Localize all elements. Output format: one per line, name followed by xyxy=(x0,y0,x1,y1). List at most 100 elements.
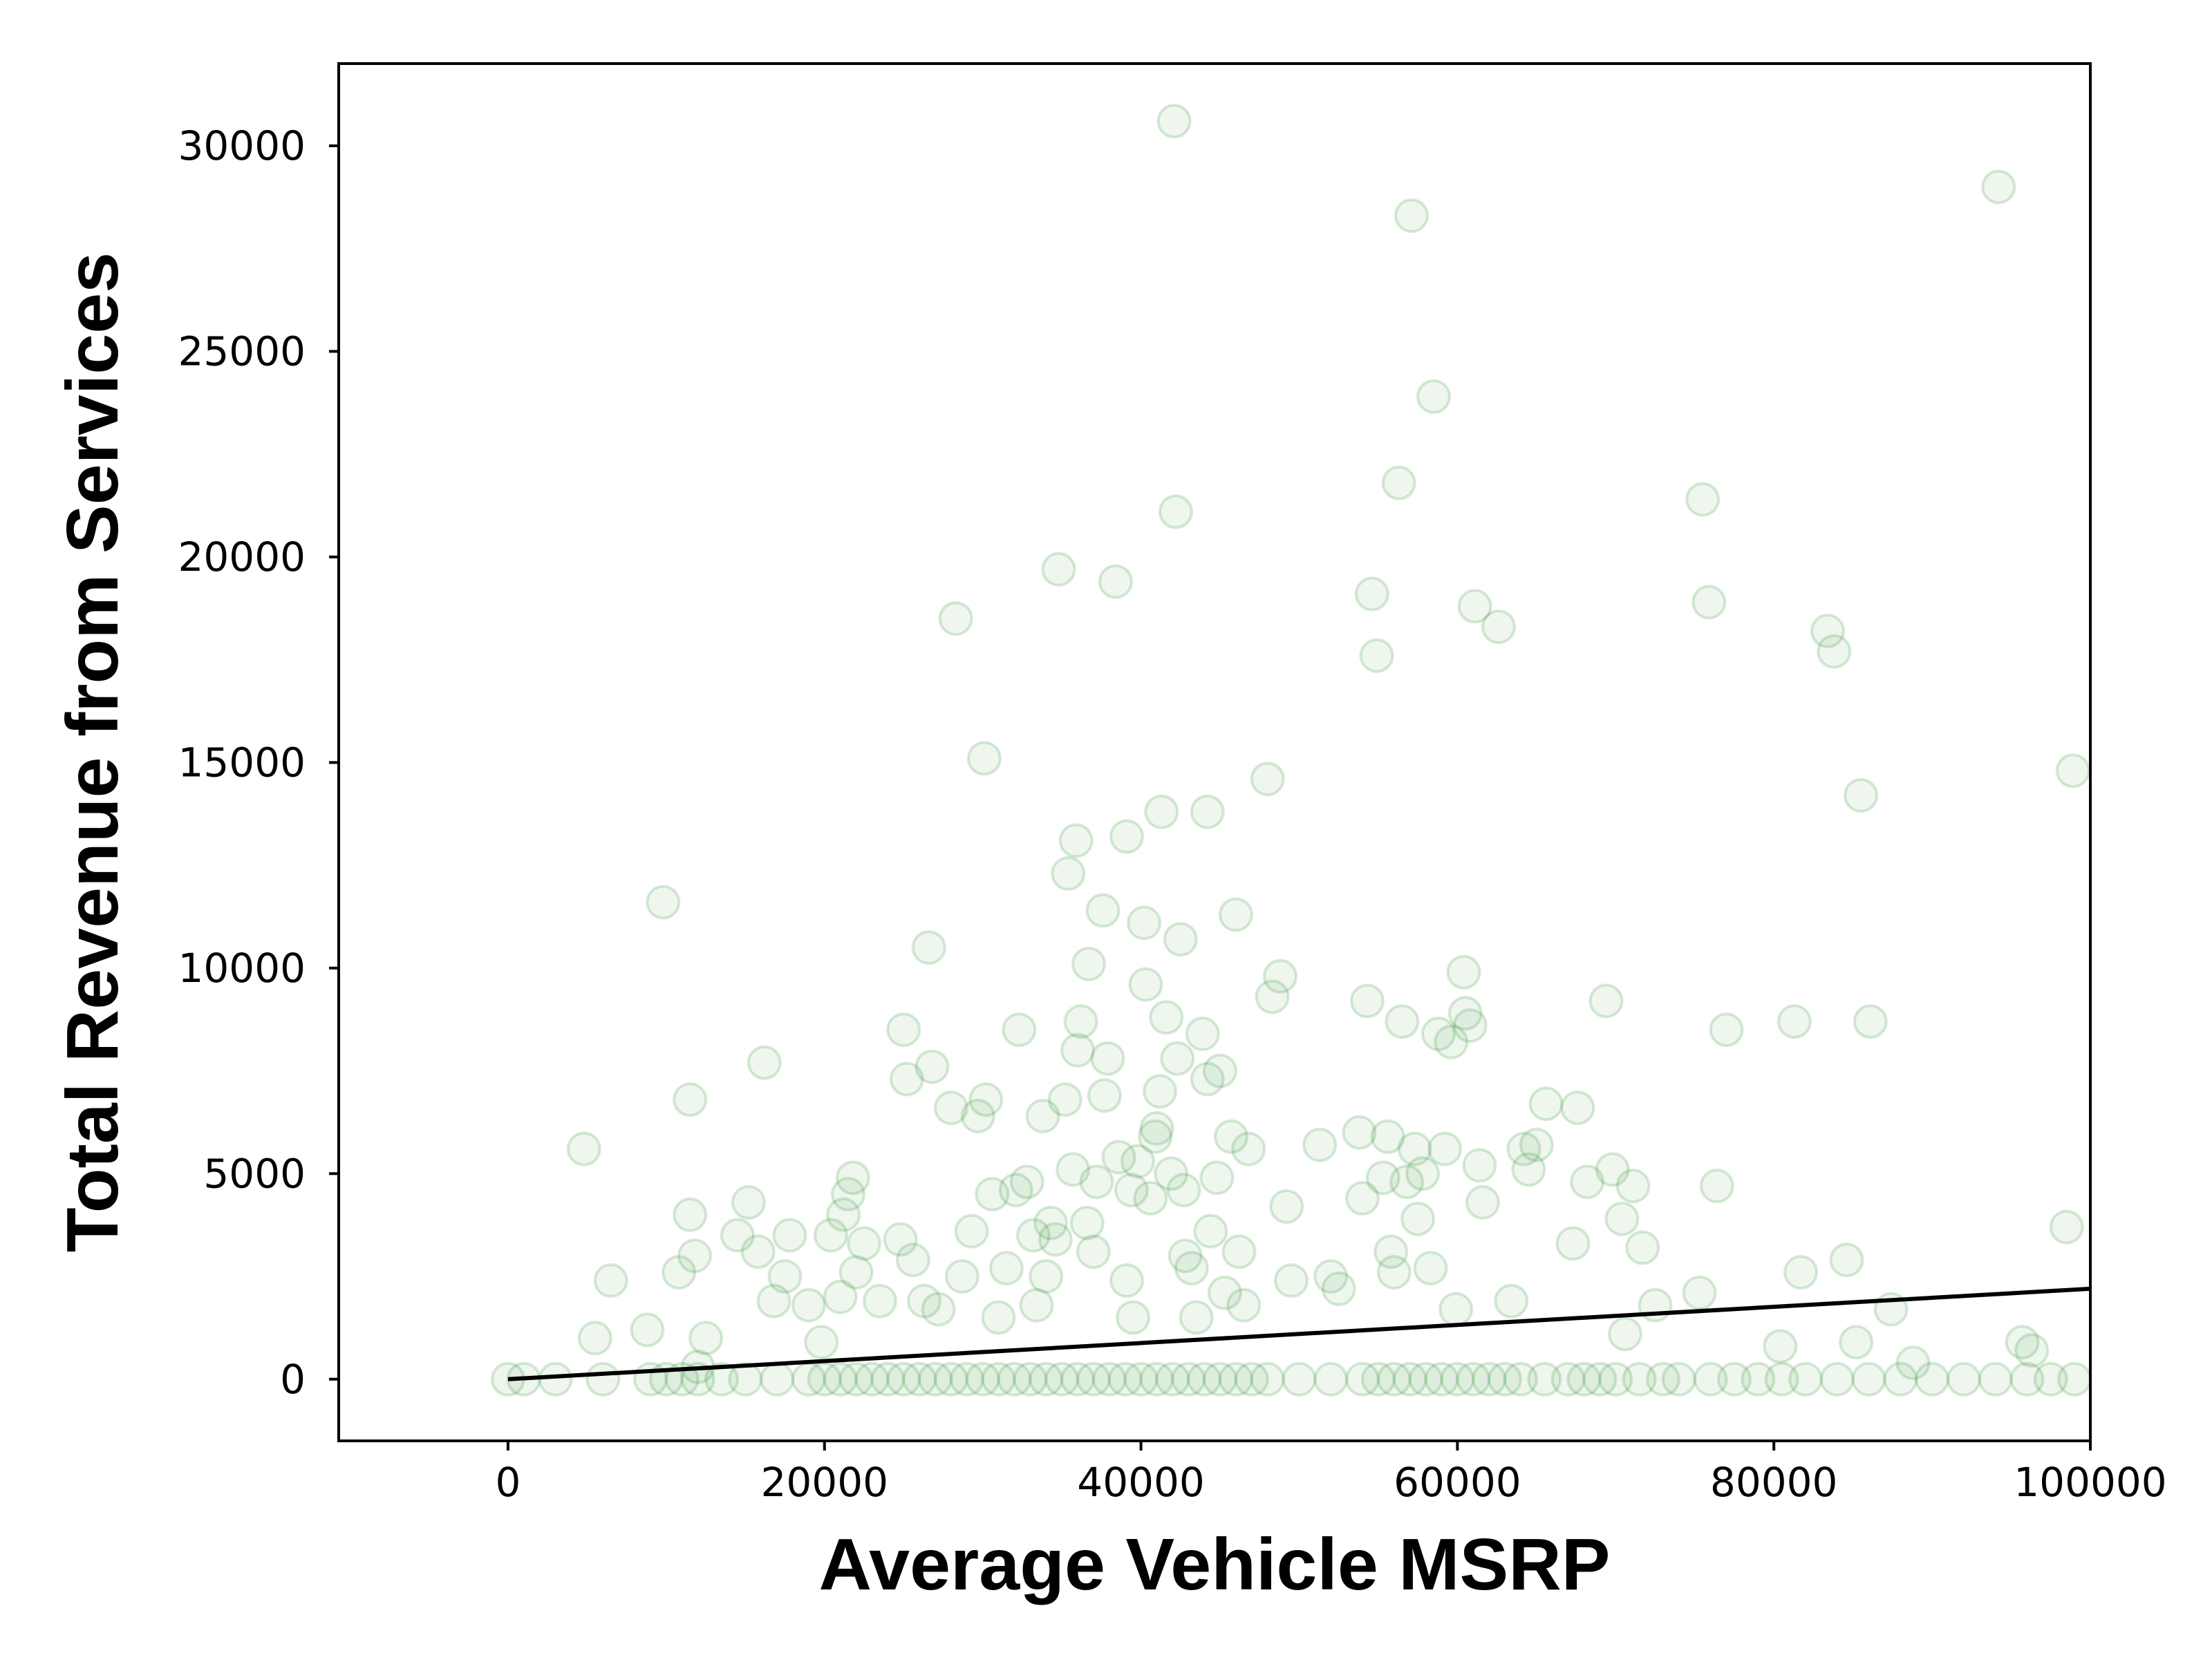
data-point xyxy=(1457,589,1492,624)
data-point xyxy=(728,1361,763,1397)
data-point xyxy=(1085,893,1121,928)
data-point xyxy=(1071,946,1106,981)
data-point xyxy=(1472,1361,1507,1397)
data-point xyxy=(772,1218,807,1253)
data-point xyxy=(673,1197,708,1232)
data-point xyxy=(831,1177,866,1211)
data-point xyxy=(954,1214,989,1249)
data-point xyxy=(1915,1361,1950,1397)
x-tick-label: 60000 xyxy=(1394,1459,1521,1506)
data-point xyxy=(1462,1148,1497,1183)
data-point xyxy=(1160,1041,1195,1076)
data-point xyxy=(1116,1300,1151,1335)
y-tick-label: 15000 xyxy=(178,739,306,786)
data-point xyxy=(1595,1152,1630,1187)
data-point xyxy=(740,1234,776,1269)
data-points xyxy=(490,104,2092,1397)
x-tick-label: 80000 xyxy=(1710,1459,1838,1506)
data-point xyxy=(1166,1173,1201,1208)
data-point xyxy=(1009,1164,1044,1200)
data-point xyxy=(1171,1361,1206,1397)
data-point xyxy=(538,1361,573,1397)
data-point xyxy=(1717,1361,1752,1397)
data-point xyxy=(1051,856,1086,891)
data-point xyxy=(1203,1361,1237,1397)
data-point xyxy=(1060,1361,1095,1397)
data-point xyxy=(1424,1361,1459,1397)
data-point xyxy=(1376,1361,1412,1397)
data-point xyxy=(677,1238,712,1274)
data-point xyxy=(1788,1361,1823,1397)
data-point xyxy=(1313,1361,1349,1397)
data-point xyxy=(1218,897,1253,932)
y-axis-title: Total Revenue from Services xyxy=(52,252,133,1252)
data-point xyxy=(1255,979,1290,1014)
data-point xyxy=(1488,1361,1522,1397)
data-point xyxy=(1321,1271,1356,1306)
data-point xyxy=(2033,1361,2068,1397)
data-point xyxy=(1783,1255,1819,1290)
data-point xyxy=(1226,1287,1262,1323)
data-point xyxy=(823,1279,858,1314)
data-point xyxy=(1274,1263,1309,1298)
data-point xyxy=(1691,585,1727,620)
data-point xyxy=(1764,1361,1799,1397)
data-point xyxy=(1978,1361,2013,1397)
data-point xyxy=(673,1082,708,1117)
data-point xyxy=(915,1049,950,1084)
data-point xyxy=(966,741,1002,776)
data-point xyxy=(1682,1275,1717,1310)
data-point xyxy=(2014,1333,2050,1368)
data-point xyxy=(791,1287,826,1323)
x-axis-title: Average Vehicle MSRP xyxy=(819,1524,1611,1605)
data-point xyxy=(1047,1082,1082,1117)
data-point xyxy=(1527,1361,1562,1397)
data-point xyxy=(918,1361,953,1397)
data-point xyxy=(1365,1160,1400,1196)
data-point xyxy=(1038,1222,1073,1257)
data-point xyxy=(838,1255,874,1290)
data-point xyxy=(1359,638,1394,673)
data-point xyxy=(566,1131,601,1167)
data-point xyxy=(585,1361,621,1397)
data-point xyxy=(862,1283,897,1319)
data-point xyxy=(577,1321,612,1356)
data-point xyxy=(1381,465,1416,500)
data-point xyxy=(1109,819,1144,854)
data-point xyxy=(593,1263,628,1298)
data-point xyxy=(1218,1361,1253,1397)
data-point xyxy=(826,1197,861,1232)
data-point xyxy=(1385,1004,1420,1039)
y-tick-label: 25000 xyxy=(178,328,306,375)
y-tick-label: 20000 xyxy=(178,533,306,580)
data-point xyxy=(1709,1012,1744,1048)
data-point xyxy=(1817,634,1852,669)
y-tick-label: 0 xyxy=(280,1356,306,1403)
data-point xyxy=(838,1361,874,1397)
data-point xyxy=(1763,1329,1798,1364)
data-point xyxy=(1033,1205,1069,1240)
data-point xyxy=(886,1361,921,1397)
data-point xyxy=(1158,494,1193,529)
data-point xyxy=(662,1255,697,1290)
data-point xyxy=(960,1099,995,1133)
data-point xyxy=(944,1259,980,1294)
data-point xyxy=(981,1300,1016,1335)
data-point xyxy=(1503,1361,1538,1397)
data-point xyxy=(1114,1173,1149,1208)
data-point xyxy=(1883,1361,1918,1397)
data-point xyxy=(1427,1131,1463,1167)
data-point xyxy=(1413,1251,1448,1286)
data-point xyxy=(1434,1024,1469,1059)
data-point xyxy=(1405,1156,1440,1191)
data-point xyxy=(1376,1255,1412,1290)
data-point xyxy=(720,1218,755,1253)
data-point xyxy=(1608,1316,1642,1352)
data-point xyxy=(1394,198,1429,234)
trend-line-layer xyxy=(507,1286,2091,1381)
data-point xyxy=(1345,1361,1380,1397)
data-point xyxy=(1139,1361,1174,1397)
data-point xyxy=(1622,1361,1657,1397)
data-point xyxy=(933,1361,968,1397)
